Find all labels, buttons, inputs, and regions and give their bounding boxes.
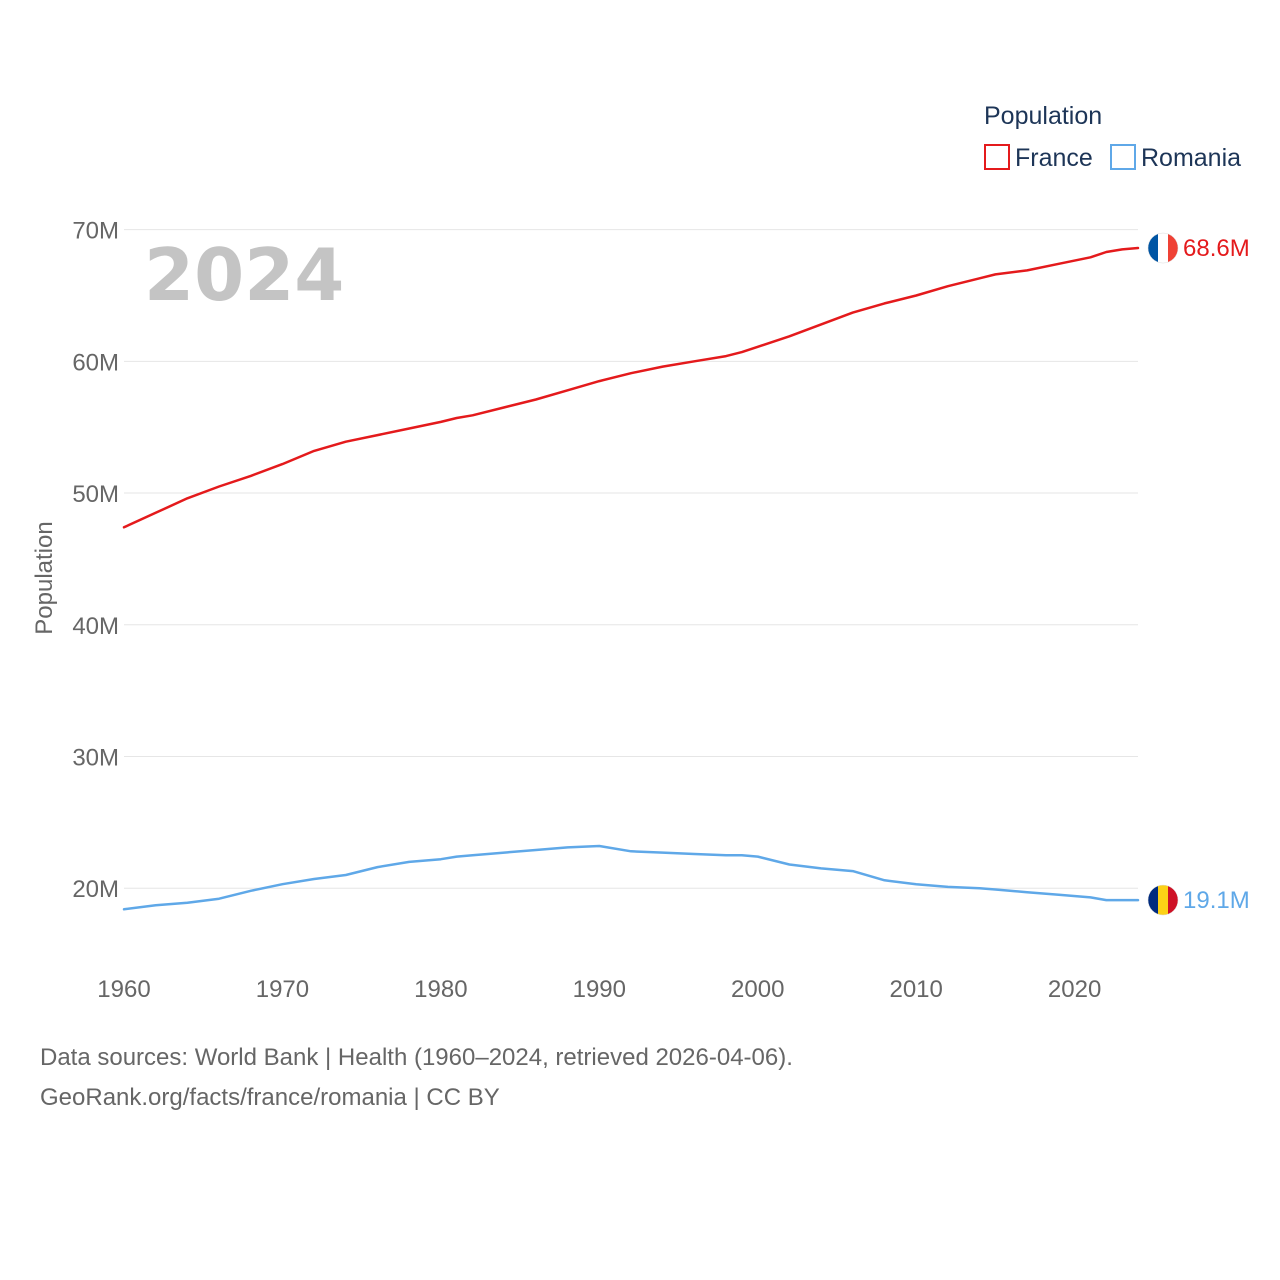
legend-swatch-romania — [1110, 144, 1136, 170]
footer-source-line: Data sources: World Bank | Health (1960–… — [40, 1044, 793, 1071]
y-tick-label: 20M — [72, 876, 119, 903]
end-label-france: 68.6M — [1183, 235, 1250, 262]
y-axis-ticks: 20M 30M 40M 50M 60M 70M — [72, 218, 119, 904]
x-tick-label: 2000 — [731, 976, 784, 1003]
grid-lines — [124, 229, 1138, 889]
footer-attribution-line[interactable]: GeoRank.org/facts/france/romania | CC BY — [40, 1084, 500, 1111]
x-tick-label: 1970 — [256, 976, 309, 1003]
legend: Population France Romania — [984, 102, 1241, 172]
y-tick-label: 30M — [72, 744, 119, 771]
y-tick-label: 40M — [72, 613, 119, 640]
legend-label-france: France — [1015, 144, 1093, 172]
x-tick-label: 1960 — [97, 976, 150, 1003]
x-tick-label: 2010 — [889, 976, 942, 1003]
x-tick-label: 2020 — [1048, 976, 1101, 1003]
flag-france-icon — [1147, 232, 1179, 264]
end-label-romania: 19.1M — [1183, 887, 1250, 914]
series-end-markers: 68.6M 19.1M — [1147, 232, 1250, 916]
legend-title: Population — [984, 102, 1102, 130]
y-tick-label: 70M — [72, 218, 119, 245]
legend-swatch-france — [984, 144, 1010, 170]
x-tick-label: 1990 — [573, 976, 626, 1003]
x-tick-label: 1980 — [414, 976, 467, 1003]
series-line-france[interactable] — [122, 246, 1140, 529]
legend-item-france[interactable]: France — [984, 144, 1093, 172]
y-tick-label: 50M — [72, 481, 119, 508]
legend-item-romania[interactable]: Romania — [1110, 144, 1241, 172]
series-line-romania[interactable] — [122, 844, 1140, 911]
y-tick-label: 60M — [72, 349, 119, 376]
y-axis-label: Population — [31, 521, 58, 634]
year-label: 2024 — [144, 233, 344, 317]
legend-label-romania: Romania — [1141, 144, 1241, 172]
flag-romania-icon — [1147, 884, 1179, 916]
x-axis-ticks: 1960 1970 1980 1990 2000 2010 2020 — [97, 976, 1101, 1003]
series-lines — [122, 246, 1140, 911]
